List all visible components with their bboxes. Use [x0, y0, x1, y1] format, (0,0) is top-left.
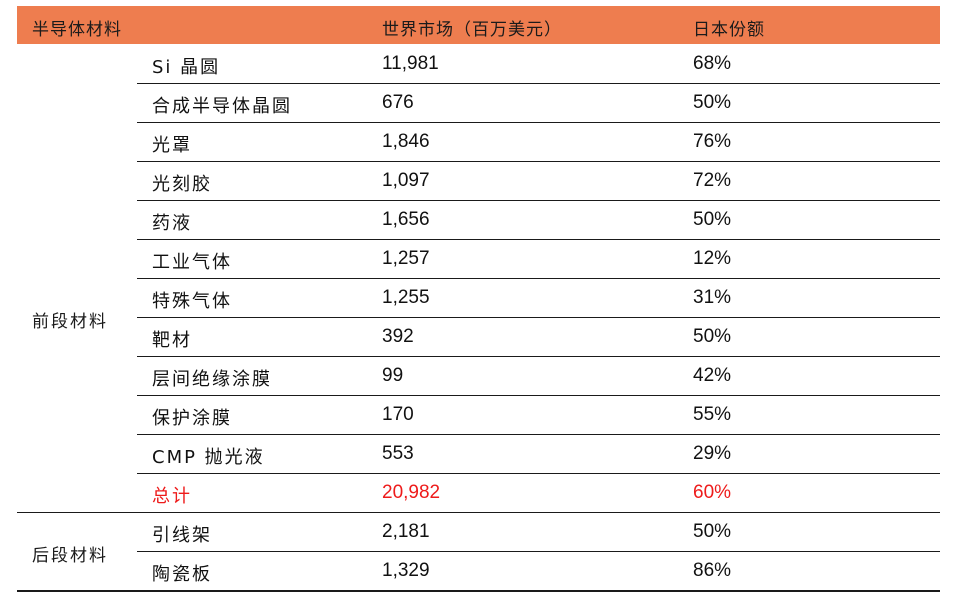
material-name: CMP 抛光液 — [152, 447, 265, 468]
japan-share: 50% — [693, 326, 732, 347]
market-value: 1,329 — [382, 560, 430, 581]
japan-share: 76% — [693, 131, 732, 152]
market-value: 553 — [382, 443, 414, 464]
header-material: 半导体材料 — [32, 20, 122, 40]
material-name: 靶材 — [152, 330, 192, 351]
table-row: CMP 抛光液 553 29% — [137, 435, 940, 474]
market-value: 676 — [382, 92, 414, 113]
back-materials-group: 后段材料 引线架 2,181 50% 陶瓷板 1,329 86% — [17, 513, 940, 590]
total-market-value: 20,982 — [382, 482, 441, 503]
japan-share: 50% — [693, 209, 732, 230]
market-value: 11,981 — [382, 53, 439, 74]
material-name: 光刻胶 — [152, 174, 212, 195]
table-row: 靶材 392 50% — [137, 318, 940, 357]
japan-share: 72% — [693, 170, 732, 191]
group-divider — [17, 512, 940, 513]
table-row: 保护涂膜 170 55% — [137, 396, 940, 435]
material-name: 工业气体 — [152, 252, 232, 273]
materials-table: 半导体材料 世界市场（百万美元） 日本份额 前段材料 Si 晶圆 11,981 … — [17, 6, 940, 592]
japan-share: 50% — [693, 521, 732, 542]
table-row: 特殊气体 1,255 31% — [137, 279, 940, 318]
material-name: 光罩 — [152, 135, 192, 156]
table-row: 光罩 1,846 76% — [137, 123, 940, 162]
material-name: 引线架 — [152, 525, 212, 546]
table-row: 合成半导体晶圆 676 50% — [137, 84, 940, 123]
market-value: 392 — [382, 326, 414, 347]
material-name: 合成半导体晶圆 — [152, 96, 292, 117]
total-japan-share: 60% — [693, 482, 732, 503]
market-value: 170 — [382, 404, 414, 425]
japan-share: 68% — [693, 53, 732, 74]
table-bottom-border — [17, 590, 940, 592]
header-japan-share: 日本份额 — [693, 20, 765, 40]
japan-share: 29% — [693, 443, 732, 464]
market-value: 1,846 — [382, 131, 430, 152]
table-row: 层间绝缘涂膜 99 42% — [137, 357, 940, 396]
market-value: 99 — [382, 365, 404, 386]
table-row: 引线架 2,181 50% — [137, 513, 940, 552]
table-row: 工业气体 1,257 12% — [137, 240, 940, 279]
market-value: 1,097 — [382, 170, 430, 191]
table-row: 光刻胶 1,097 72% — [137, 162, 940, 201]
front-materials-group: 前段材料 Si 晶圆 11,981 68% 合成半导体晶圆 676 50% 光罩… — [17, 45, 940, 512]
japan-share: 31% — [693, 287, 732, 308]
japan-share: 55% — [693, 404, 732, 425]
material-name: 药液 — [152, 213, 192, 234]
group-label-front: 前段材料 — [32, 312, 108, 332]
market-value: 1,656 — [382, 209, 430, 230]
header-market: 世界市场（百万美元） — [382, 20, 562, 40]
japan-share: 12% — [693, 248, 732, 269]
total-row: 总计 20,982 60% — [137, 474, 940, 512]
market-value: 1,255 — [382, 287, 430, 308]
material-name: 陶瓷板 — [152, 564, 212, 585]
material-name: 保护涂膜 — [152, 408, 232, 429]
table-header: 半导体材料 世界市场（百万美元） 日本份额 — [17, 6, 940, 45]
market-value: 2,181 — [382, 521, 430, 542]
japan-share: 42% — [693, 365, 732, 386]
japan-share: 50% — [693, 92, 732, 113]
table-row: 药液 1,656 50% — [137, 201, 940, 240]
material-name: 特殊气体 — [152, 291, 232, 312]
material-name: Si 晶圆 — [152, 57, 221, 78]
table-row: Si 晶圆 11,981 68% — [137, 45, 940, 84]
group-label-back: 后段材料 — [32, 546, 108, 566]
total-label: 总计 — [152, 486, 192, 507]
market-value: 1,257 — [382, 248, 430, 269]
material-name: 层间绝缘涂膜 — [152, 369, 272, 390]
table-row: 陶瓷板 1,329 86% — [137, 552, 940, 590]
japan-share: 86% — [693, 560, 732, 581]
